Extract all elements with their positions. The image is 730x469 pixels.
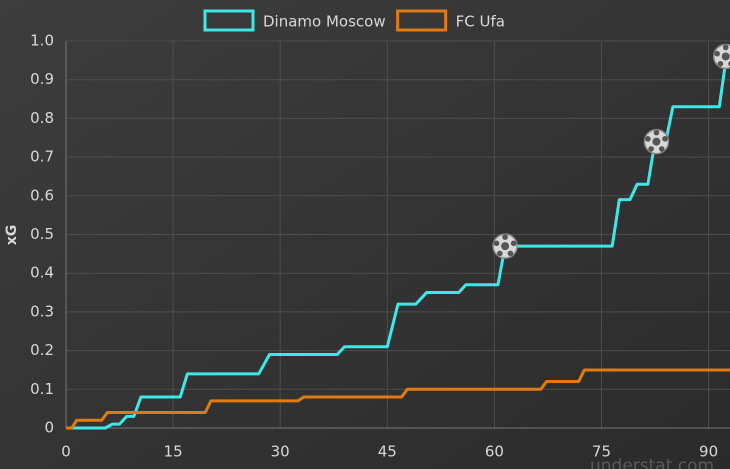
x-tick-label: 15 <box>164 443 183 461</box>
goal-ball-patch <box>653 129 660 136</box>
y-tick-label: 0.5 <box>30 225 54 243</box>
legend-label: FC Ufa <box>456 13 505 31</box>
y-tick-label: 0.2 <box>30 341 54 359</box>
goal-ball-patch <box>648 146 654 152</box>
series-line <box>66 56 728 430</box>
goal-ball-patch <box>645 136 651 142</box>
goal-ball-patch <box>658 146 665 152</box>
y-tick-label: 1.0 <box>30 32 54 50</box>
x-tick-label: 30 <box>271 443 290 461</box>
watermark: understat.com <box>590 456 714 469</box>
x-tick-label: 90 <box>699 443 718 461</box>
y-axis-label: xG <box>4 225 20 246</box>
goal-ball-patch <box>722 44 729 51</box>
goal-marker <box>492 233 518 259</box>
y-tick-label: 0 <box>44 419 54 437</box>
goal-ball-patch <box>652 137 661 146</box>
series-line <box>66 368 730 430</box>
legend-swatch <box>396 9 448 32</box>
goal-ball-patch <box>497 250 503 257</box>
goal-ball-patch <box>501 242 510 251</box>
y-tick-label: 0.3 <box>30 302 54 320</box>
goal-ball-patch <box>510 240 517 247</box>
goal-ball-patch <box>721 52 730 61</box>
goal-ball-patch <box>717 60 724 67</box>
legend-swatch <box>203 9 255 32</box>
goal-marker <box>643 128 670 155</box>
goal-ball-patch <box>507 250 514 257</box>
x-tick-label: 45 <box>378 443 397 461</box>
y-tick-label: 0.7 <box>30 148 54 166</box>
y-tick-label: 0.1 <box>30 380 54 398</box>
y-tick-label: 0.9 <box>30 70 54 88</box>
y-tick-label: 0.6 <box>30 186 54 204</box>
goal-marker <box>712 43 730 70</box>
legend-label: Dinamo Moscow <box>263 13 386 31</box>
y-tick-label: 0.4 <box>30 264 54 282</box>
goal-ball-patch <box>662 136 668 142</box>
x-tick-label: 60 <box>485 443 504 461</box>
x-tick-label: 75 <box>592 443 611 461</box>
goal-ball-patch <box>493 240 500 247</box>
plot-area <box>66 56 730 430</box>
goal-ball-patch <box>714 50 720 57</box>
x-tick-label: 0 <box>61 443 71 461</box>
y-tick-label: 0.8 <box>30 109 54 127</box>
goal-ball-patch <box>502 234 508 240</box>
